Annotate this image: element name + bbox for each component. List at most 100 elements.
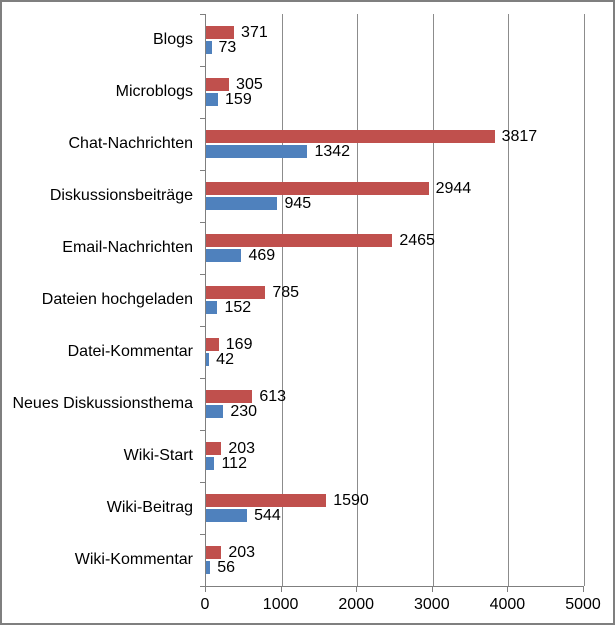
gridline (357, 14, 359, 586)
bar-red (206, 494, 327, 507)
bar-line: 613 (206, 388, 584, 405)
bar-line: 203 (206, 440, 584, 457)
bar-line: 785 (206, 284, 584, 301)
gridline (281, 14, 283, 586)
bar-red (206, 338, 219, 351)
x-axis-tick (280, 587, 282, 592)
category-label: Neues Diskussionsthema (12, 395, 193, 412)
value-label: 469 (248, 247, 276, 264)
bar-red (206, 130, 495, 143)
bar-line: 3817 (206, 128, 584, 145)
category-label: Dateien hochgeladen (41, 291, 193, 308)
value-label: 1342 (314, 143, 351, 160)
value-label: 2465 (399, 232, 435, 249)
y-axis-tick (200, 118, 205, 119)
y-axis-tick (200, 378, 205, 379)
y-axis-tick (200, 482, 205, 483)
value-label: 203 (228, 544, 256, 561)
bar-blue (206, 561, 211, 574)
gridline (432, 14, 434, 586)
bar-blue (206, 249, 242, 262)
bar-line: 305 (206, 76, 584, 93)
category-row: 2465 469 (206, 222, 584, 274)
category-row: 169 42 (206, 326, 584, 378)
bar-blue (206, 93, 219, 106)
value-label: 305 (236, 76, 263, 93)
bar-line: 112 (206, 455, 584, 472)
category-row: 371 73 (206, 14, 584, 66)
value-label: 2944 (435, 180, 472, 197)
gridline (584, 14, 585, 586)
x-axis-tick (356, 587, 358, 592)
bar-line: 203 (206, 544, 584, 561)
category-label: Chat-Nachrichten (68, 135, 194, 152)
value-label: 3817 (501, 128, 538, 145)
category-row: 305 159 (206, 66, 584, 118)
value-label: 73 (218, 39, 237, 56)
bar-line: 469 (206, 247, 584, 264)
x-axis-label: 0 (200, 596, 210, 613)
category-row: 613 230 (206, 378, 584, 430)
bar-red (206, 546, 222, 559)
y-axis-tick (200, 170, 205, 171)
value-label: 1590 (333, 492, 369, 509)
y-axis-tick (200, 222, 205, 223)
bar-red (206, 234, 393, 247)
x-axis-label: 5000 (565, 596, 601, 613)
x-axis-label: 3000 (414, 596, 450, 613)
bar-blue (206, 405, 224, 418)
category-label: Blogs (152, 31, 193, 48)
bar-blue (206, 41, 212, 54)
category-row: 203 56 (206, 534, 584, 586)
value-label: 371 (241, 24, 268, 41)
value-label: 613 (259, 388, 287, 405)
value-label: 152 (224, 299, 252, 316)
bar-line: 371 (206, 24, 584, 41)
bar-blue (206, 509, 248, 522)
category-label: Datei-Kommentar (67, 343, 193, 360)
x-axis-tick (507, 587, 509, 592)
category-label: Wiki-Kommentar (74, 551, 193, 568)
bar-line: 1590 (206, 492, 584, 509)
value-label: 112 (221, 455, 247, 472)
value-label: 785 (272, 284, 300, 301)
value-label: 230 (230, 403, 258, 420)
bar-red (206, 286, 266, 299)
y-axis-tick (200, 430, 205, 431)
bar-line: 1342 (206, 143, 584, 160)
bar-line: 42 (206, 352, 584, 368)
y-axis-tick (200, 14, 205, 15)
value-label: 56 (217, 559, 236, 576)
x-axis-label: 4000 (489, 596, 526, 613)
x-axis-label: 2000 (338, 596, 374, 613)
bar-line: 169 (206, 337, 584, 353)
bar-line: 544 (206, 507, 584, 524)
bar-blue (206, 457, 215, 470)
bar-line: 230 (206, 403, 584, 420)
bar-line: 2465 (206, 232, 584, 249)
bar-line: 2944 (206, 180, 584, 197)
bar-line: 73 (206, 39, 584, 56)
category-row: 2944 945 (206, 170, 584, 222)
category-row: 785 152 (206, 274, 584, 326)
x-axis-tick (205, 587, 206, 592)
bar-line: 159 (206, 92, 584, 108)
x-axis-tick (583, 587, 584, 592)
bar-line: 152 (206, 299, 584, 316)
y-axis-tick (200, 66, 205, 67)
bar-red (206, 26, 235, 39)
bar-red (206, 182, 429, 195)
bar-blue (206, 197, 278, 210)
bar-line: 56 (206, 559, 584, 576)
value-label: 203 (228, 440, 256, 457)
y-axis-tick (200, 586, 205, 587)
category-row: 1590 544 (206, 482, 584, 534)
bar-blue (206, 353, 210, 366)
bar-line: 945 (206, 195, 584, 212)
category-label: Email-Nachrichten (62, 239, 193, 256)
bar-red (206, 390, 253, 403)
value-label: 544 (254, 507, 281, 524)
bar-red (206, 442, 222, 455)
value-label: 945 (284, 195, 312, 212)
